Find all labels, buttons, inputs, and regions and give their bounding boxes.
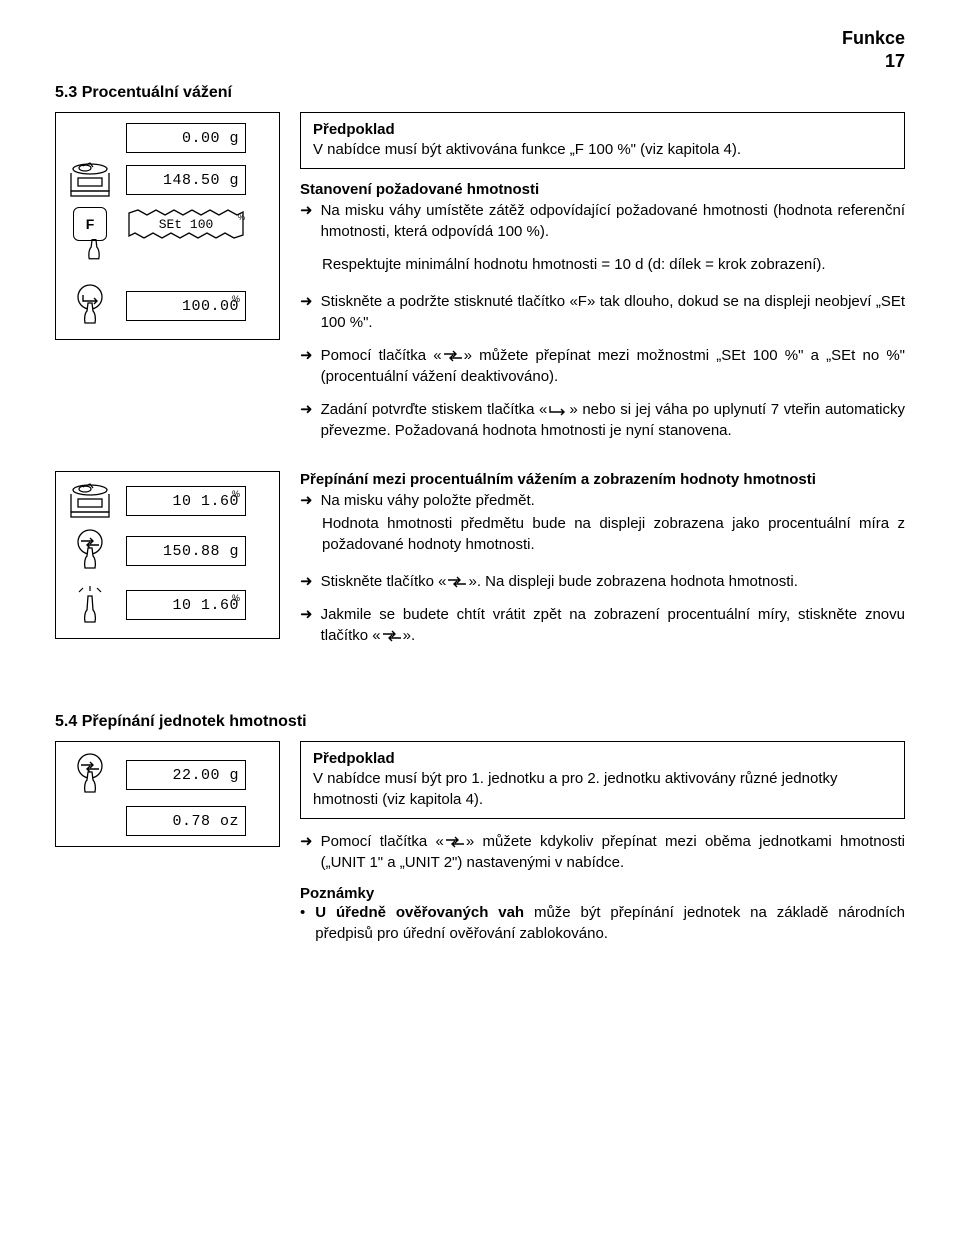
sub1-title: Stanovení požadované hmotnosti bbox=[300, 181, 905, 198]
enter-icon bbox=[547, 403, 569, 417]
prereq-54-box: Předpoklad V nabídce musí být pro 1. jed… bbox=[300, 741, 905, 819]
swap-icon bbox=[442, 349, 464, 363]
sub1-p4: ➜ Pomocí tlačítka «» můžete přepínat mez… bbox=[300, 345, 905, 387]
sub2-p3: ➜ Jakmile se budete chtít vrátit zpět na… bbox=[300, 604, 905, 646]
prereq-53-text: V nabídce musí být aktivována funkce „F … bbox=[313, 140, 892, 160]
diagram-53a: 0.00 g 148.50 g F SEt 100 % bbox=[55, 112, 280, 340]
sub2-title: Přepínání mezi procentuálním vážením a z… bbox=[300, 471, 905, 488]
swap-button[interactable] bbox=[64, 752, 116, 798]
diagram-54: 22.00 g 0.78 oz bbox=[55, 741, 280, 847]
swap-icon bbox=[381, 629, 403, 643]
svg-text:SEt 100: SEt 100 bbox=[159, 217, 214, 232]
swap-icon bbox=[446, 575, 468, 589]
swap-icon bbox=[444, 835, 466, 849]
sub1-p3: ➜Stiskněte a podržte stisknuté tlačítko … bbox=[300, 291, 905, 333]
sub1-p5: ➜ Zadání potvrďte stiskem tlačítka «» ne… bbox=[300, 399, 905, 441]
diagram-53b: 10 1.60% 150.88 g bbox=[55, 471, 280, 639]
lcd-g: 22.00 g bbox=[126, 760, 246, 790]
hand-tap-icon bbox=[64, 582, 116, 628]
s54-p1: ➜ Pomocí tlačítka «» můžete kdykoliv pře… bbox=[300, 831, 905, 873]
lcd-weight: 148.50 g bbox=[126, 165, 246, 195]
lcd-100pct: 100.00% bbox=[126, 291, 246, 321]
section-54-title: 5.4 Přepínání jednotek hmotnosti bbox=[55, 713, 905, 731]
hand-f-press-icon bbox=[64, 245, 116, 275]
scale-icon bbox=[64, 161, 116, 199]
prereq-53-box: Předpoklad V nabídce musí být aktivována… bbox=[300, 112, 905, 169]
lcd-pct2: 10 1.60% bbox=[126, 590, 246, 620]
swap-button[interactable] bbox=[64, 528, 116, 574]
page-number: 17 bbox=[55, 51, 905, 72]
scale-icon bbox=[64, 482, 116, 520]
sub1-p1: ➜Na misku váhy umístěte zátěž odpovídají… bbox=[300, 200, 905, 242]
note-1: • U úředně ověřovaných vah může být přep… bbox=[300, 902, 905, 944]
prereq-54-text: V nabídce musí být pro 1. jednotku a pro… bbox=[313, 769, 892, 810]
prereq-53-title: Předpoklad bbox=[313, 121, 892, 138]
lcd-weight2: 150.88 g bbox=[126, 536, 246, 566]
svg-text:%: % bbox=[238, 213, 245, 222]
lcd-pct1: 10 1.60% bbox=[126, 486, 246, 516]
lcd-zero: 0.00 g bbox=[126, 123, 246, 153]
notes-title: Poznámky bbox=[300, 885, 905, 902]
enter-button[interactable] bbox=[64, 283, 116, 329]
sub2-p1: ➜Na misku váhy položte předmět. bbox=[300, 490, 905, 511]
sub2-p2: ➜ Stiskněte tlačítko «». Na displeji bud… bbox=[300, 571, 905, 592]
section-53-title: 5.3 Procentuální vážení bbox=[55, 84, 905, 102]
lcd-set100: SEt 100 % bbox=[126, 209, 246, 239]
prereq-54-title: Předpoklad bbox=[313, 750, 892, 767]
sub1-p2: Respektujte minimální hodnotu hmotnosti … bbox=[322, 254, 905, 275]
lcd-oz: 0.78 oz bbox=[126, 806, 246, 836]
page-header: Funkce bbox=[55, 28, 905, 49]
sub2-p1b: Hodnota hmotnosti předmětu bude na displ… bbox=[322, 513, 905, 555]
